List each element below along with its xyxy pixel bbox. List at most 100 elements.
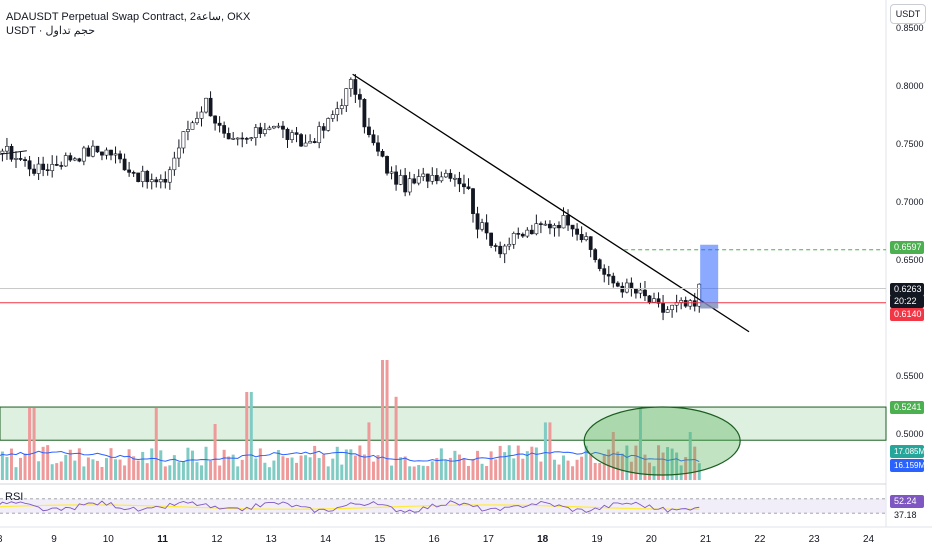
candle-body xyxy=(86,147,91,157)
candle-body xyxy=(656,298,661,304)
x-tick-label: 11 xyxy=(157,534,168,545)
candle-body xyxy=(652,298,656,303)
volume-bar xyxy=(200,465,204,480)
volume-bar xyxy=(236,466,240,480)
candle-body xyxy=(308,141,313,144)
volume-bar xyxy=(557,464,561,480)
x-tick-label: 9 xyxy=(51,534,57,545)
candle-body xyxy=(50,164,55,171)
volume-bar xyxy=(37,461,41,480)
volume-bar xyxy=(59,461,63,480)
candle-body xyxy=(176,147,181,159)
candle-body xyxy=(226,133,231,140)
candle-body xyxy=(385,156,389,174)
candle-body xyxy=(602,268,607,275)
volume-bar xyxy=(114,459,118,480)
volume-bar xyxy=(9,448,13,480)
volume-tag-a: 17.085M xyxy=(890,445,925,458)
candle-body xyxy=(186,129,190,132)
x-tick-label: 21 xyxy=(700,534,712,545)
volume-bar xyxy=(127,449,131,480)
candle-body xyxy=(181,131,186,149)
rsi-line xyxy=(0,500,700,514)
candle-body xyxy=(335,108,340,116)
volume-bar xyxy=(548,422,552,480)
candle-body xyxy=(353,79,358,95)
volume-bar xyxy=(666,447,670,480)
volume-bar xyxy=(607,449,611,480)
candle-body xyxy=(167,169,172,183)
volume-bar xyxy=(417,465,421,480)
candle-body xyxy=(222,125,227,134)
volume-bar xyxy=(32,408,36,480)
candle-body xyxy=(443,172,448,178)
candle-body xyxy=(348,79,353,89)
volume-bar xyxy=(245,392,249,480)
volume-bar xyxy=(403,456,407,480)
volume-bar xyxy=(476,450,480,480)
y-tick-label: 0.5000 xyxy=(896,429,924,439)
candle-body xyxy=(629,282,634,289)
volume-bar xyxy=(593,462,597,480)
volume-bar xyxy=(530,446,534,480)
y-tick-label: 0.8500 xyxy=(896,23,924,33)
candle-body xyxy=(412,178,417,184)
volume-bar xyxy=(181,461,185,480)
volume-bar xyxy=(91,459,95,480)
candle-body xyxy=(158,178,163,183)
volume-bar xyxy=(494,459,498,480)
candle-body xyxy=(484,222,489,234)
volume-bar xyxy=(335,446,339,480)
volume-bar xyxy=(218,465,222,480)
candle-body xyxy=(489,232,494,246)
candle-body xyxy=(389,171,394,174)
volume-bar xyxy=(145,463,149,480)
volume-bar xyxy=(516,445,520,480)
candle-body xyxy=(507,243,512,247)
volume-bar xyxy=(480,463,484,480)
rsi-label: RSI xyxy=(5,491,24,503)
candle-body xyxy=(91,145,95,157)
volume-bar xyxy=(367,422,371,480)
volume-bar xyxy=(276,450,280,480)
volume-bar xyxy=(584,445,588,480)
candle-body xyxy=(204,97,208,113)
volume-bar xyxy=(249,392,253,480)
candle-body xyxy=(434,175,439,182)
candle-body xyxy=(100,151,104,156)
volume-bar xyxy=(399,457,403,480)
candle-body xyxy=(534,223,539,235)
candle-body xyxy=(118,153,122,160)
volume-bar xyxy=(580,456,584,480)
candle-body xyxy=(480,222,484,230)
volume-bar xyxy=(385,360,389,480)
volume-bar xyxy=(295,462,299,480)
candle-body xyxy=(394,171,398,185)
volume-bar xyxy=(204,446,208,480)
candle-body xyxy=(258,127,263,134)
volume-bar xyxy=(408,466,412,480)
volume-bar xyxy=(512,458,516,480)
candle-body xyxy=(606,274,611,277)
candle-body xyxy=(199,111,204,119)
currency-button[interactable]: USDT xyxy=(890,4,926,24)
volume-bar xyxy=(46,445,50,480)
volume-bar xyxy=(41,446,45,480)
volume-bar xyxy=(679,465,683,480)
candle-body xyxy=(634,288,638,294)
candle-body xyxy=(330,114,335,119)
volume-bar xyxy=(426,466,430,480)
volume-bar xyxy=(0,451,4,480)
trendline xyxy=(352,73,750,333)
volume-bar xyxy=(466,465,470,480)
volume-bar xyxy=(435,458,439,480)
volume-bar xyxy=(571,466,575,480)
volume-bar xyxy=(5,457,9,480)
candle-body xyxy=(240,137,245,140)
volume-bar xyxy=(381,360,385,480)
volume-bar xyxy=(421,465,425,480)
volume-bar xyxy=(444,460,448,480)
candle-body xyxy=(195,118,199,124)
volume-bar xyxy=(340,464,344,480)
